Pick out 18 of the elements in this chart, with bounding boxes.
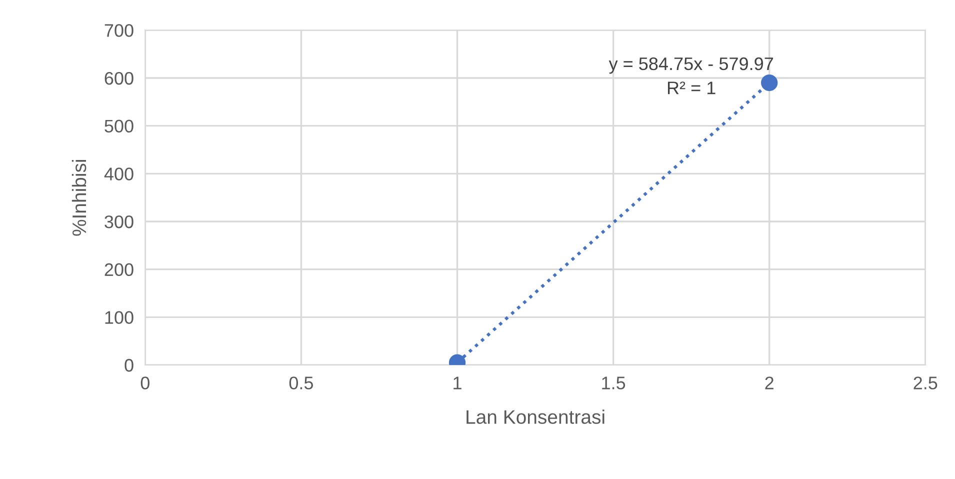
x-axis-title: Lan Konsentrasi: [466, 410, 604, 424]
x-tick-label: 1: [454, 376, 462, 390]
y-tick-label: 600: [104, 72, 134, 85]
x-tick-label: 0: [140, 376, 150, 390]
x-tick-label: 2: [765, 376, 774, 390]
y-tick-label: 300: [104, 215, 134, 228]
annotation: y = 584.75x - 579.97: [608, 57, 773, 74]
y-tick-label: 500: [104, 120, 134, 133]
y-axis-title: %Inhibisi: [72, 160, 86, 236]
y-tick-label: 400: [104, 168, 134, 180]
y-tick-label: 700: [104, 24, 134, 37]
y-tick-label: 200: [104, 263, 134, 276]
x-tick-label: 2.5: [914, 376, 938, 390]
y-tick-label: 0: [124, 358, 134, 372]
annotation: R² = 1: [668, 82, 716, 94]
y-tick-label: 100: [105, 311, 134, 324]
x-tick-label: 0.5: [289, 376, 313, 390]
x-tick-label: 1.5: [602, 376, 626, 390]
